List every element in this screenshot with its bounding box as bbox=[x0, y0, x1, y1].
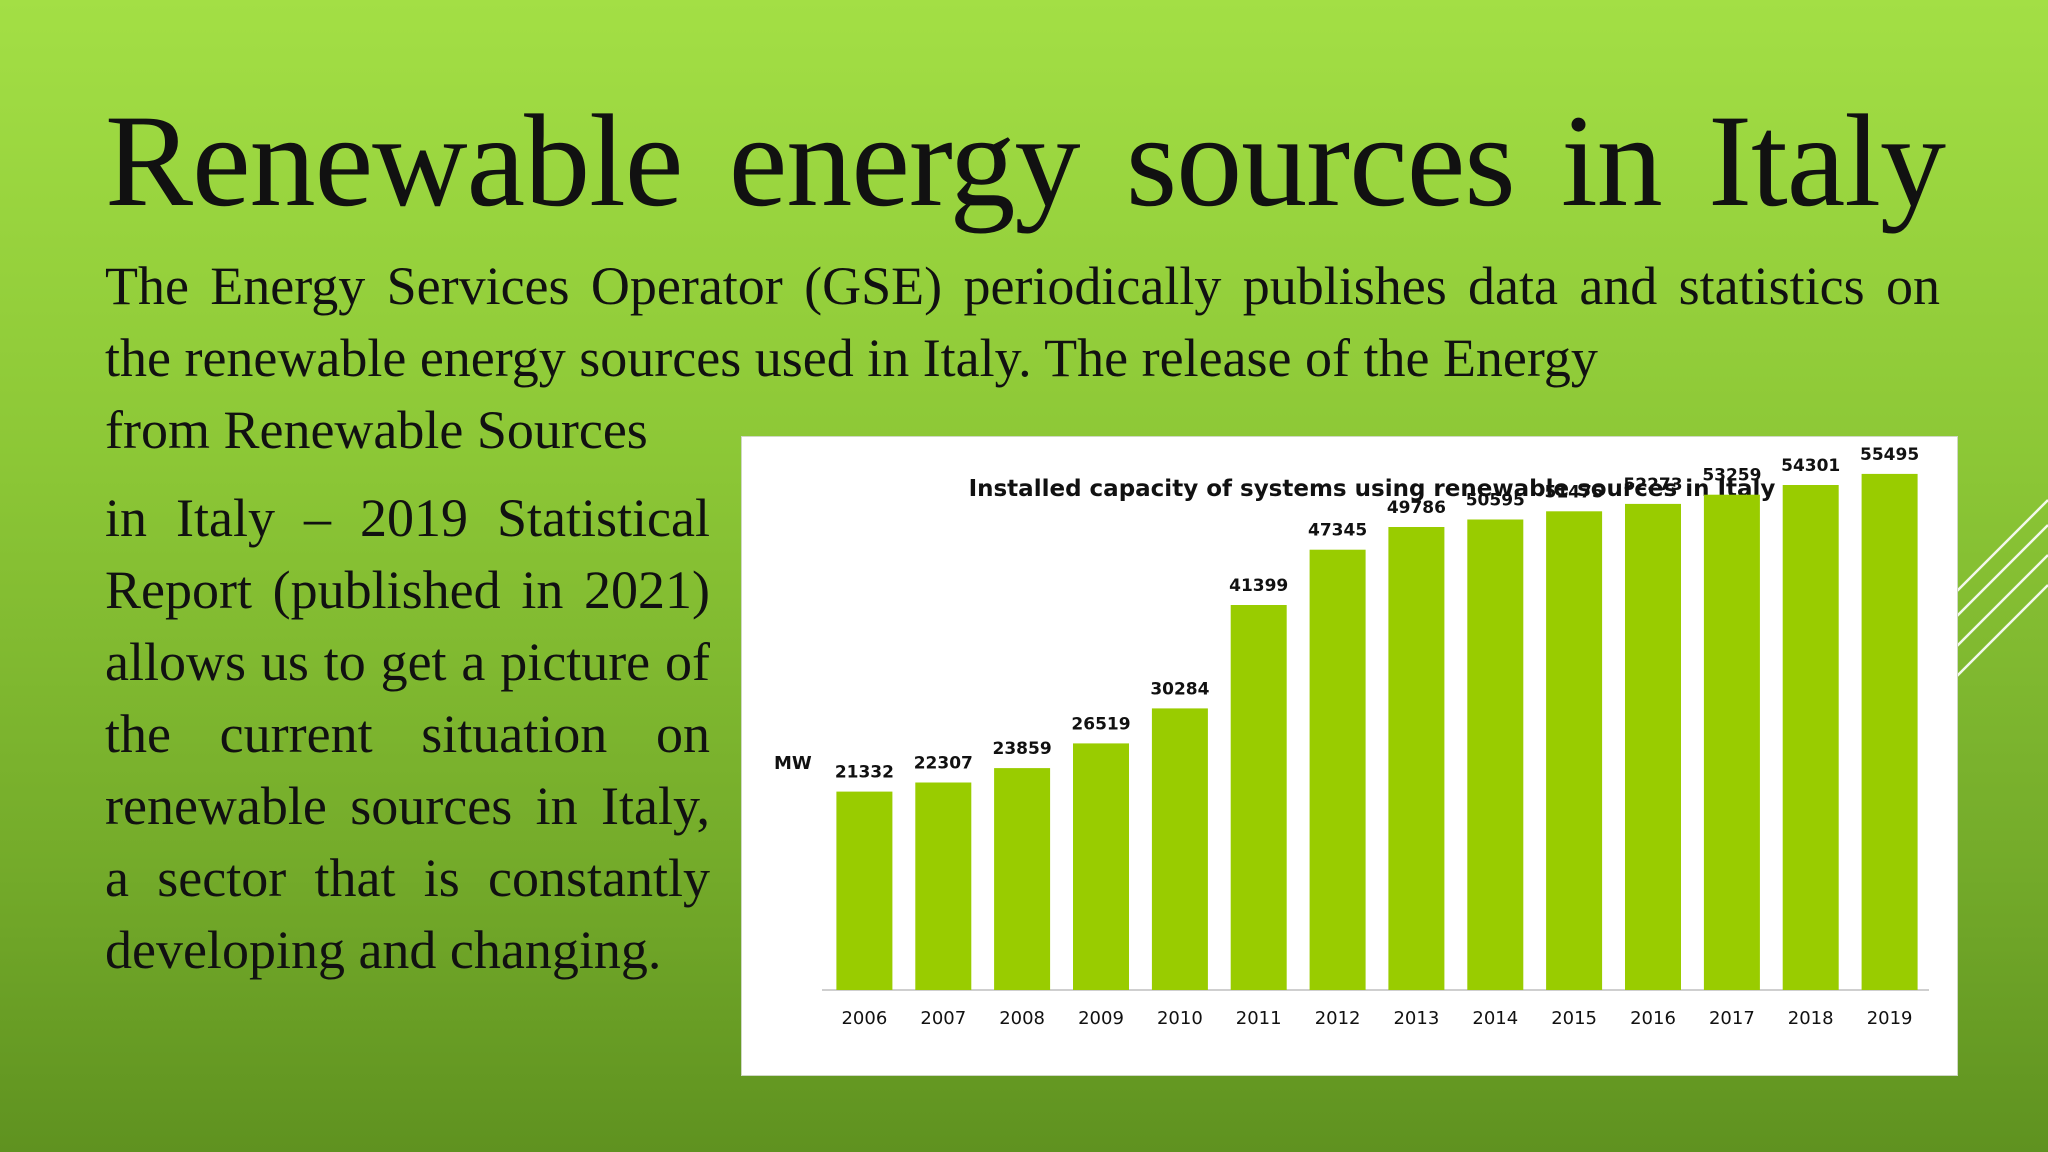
x-tick-label-2009: 2009 bbox=[1078, 1008, 1124, 1029]
x-tick-label-2016: 2016 bbox=[1630, 1008, 1676, 1029]
bar-2018 bbox=[1782, 485, 1839, 990]
y-axis-unit-label: MW bbox=[774, 753, 812, 774]
bar-chart: Installed capacity of systems using rene… bbox=[774, 445, 1929, 1029]
data-label-2017: 53259 bbox=[1702, 466, 1761, 486]
decorative-lines bbox=[1948, 499, 2048, 686]
data-label-2016: 52273 bbox=[1623, 475, 1682, 495]
bar-2019 bbox=[1861, 473, 1918, 990]
x-tick-label-2018: 2018 bbox=[1788, 1008, 1834, 1029]
intro-paragraph-end: from Renewable Sources bbox=[105, 400, 648, 460]
x-tick-label-2011: 2011 bbox=[1236, 1008, 1282, 1029]
bar-2007 bbox=[915, 782, 972, 990]
intro-paragraph: The Energy Services Operator (GSE) perio… bbox=[105, 256, 1940, 388]
data-label-2007: 22307 bbox=[914, 754, 973, 774]
bar-2016 bbox=[1625, 503, 1681, 990]
bar-2008 bbox=[994, 768, 1051, 990]
bar-2010 bbox=[1151, 708, 1208, 990]
bar-2006 bbox=[836, 791, 893, 990]
bar-2015 bbox=[1546, 511, 1603, 990]
data-label-2008: 23859 bbox=[993, 739, 1052, 759]
x-tick-label-2006: 2006 bbox=[841, 1008, 887, 1029]
bar-2017 bbox=[1703, 494, 1760, 990]
bar-2009 bbox=[1073, 743, 1129, 990]
data-label-2012: 47345 bbox=[1308, 521, 1367, 541]
x-tick-label-2014: 2014 bbox=[1472, 1008, 1518, 1029]
slide-title: Renewable energy sources in Italy bbox=[105, 87, 1946, 234]
data-label-2015: 51475 bbox=[1545, 482, 1604, 502]
data-label-2009: 26519 bbox=[1071, 714, 1130, 734]
body-paragraph: in Italy – 2019 Statistical Report (publ… bbox=[105, 488, 710, 980]
bar-2013 bbox=[1388, 527, 1445, 990]
data-label-2010: 30284 bbox=[1150, 679, 1209, 699]
data-label-2019: 55495 bbox=[1860, 445, 1919, 465]
x-tick-label-2008: 2008 bbox=[999, 1008, 1045, 1029]
data-label-2006: 21332 bbox=[835, 763, 894, 783]
x-tick-label-2017: 2017 bbox=[1709, 1008, 1755, 1029]
chart-title: Installed capacity of systems using rene… bbox=[969, 476, 1776, 502]
bar-2014 bbox=[1467, 519, 1524, 990]
x-tick-label-2013: 2013 bbox=[1393, 1008, 1439, 1029]
x-tick-label-2019: 2019 bbox=[1867, 1008, 1913, 1029]
bar-2012 bbox=[1309, 549, 1366, 990]
bars-group: 21332 2006 22307 2007 23859 2008 26519 2009 3028… bbox=[835, 445, 1919, 1029]
x-tick-label-2015: 2015 bbox=[1551, 1008, 1597, 1029]
data-label-2014: 50595 bbox=[1466, 491, 1525, 511]
data-label-2018: 54301 bbox=[1781, 456, 1840, 476]
x-tick-label-2010: 2010 bbox=[1157, 1008, 1203, 1029]
x-tick-label-2007: 2007 bbox=[920, 1008, 966, 1029]
data-label-2013: 49786 bbox=[1387, 498, 1446, 518]
bar-2011 bbox=[1230, 605, 1287, 990]
chart-panel: Installed capacity of systems using rene… bbox=[741, 436, 1958, 1076]
data-label-2011: 41399 bbox=[1229, 576, 1288, 596]
x-tick-label-2012: 2012 bbox=[1315, 1008, 1361, 1029]
